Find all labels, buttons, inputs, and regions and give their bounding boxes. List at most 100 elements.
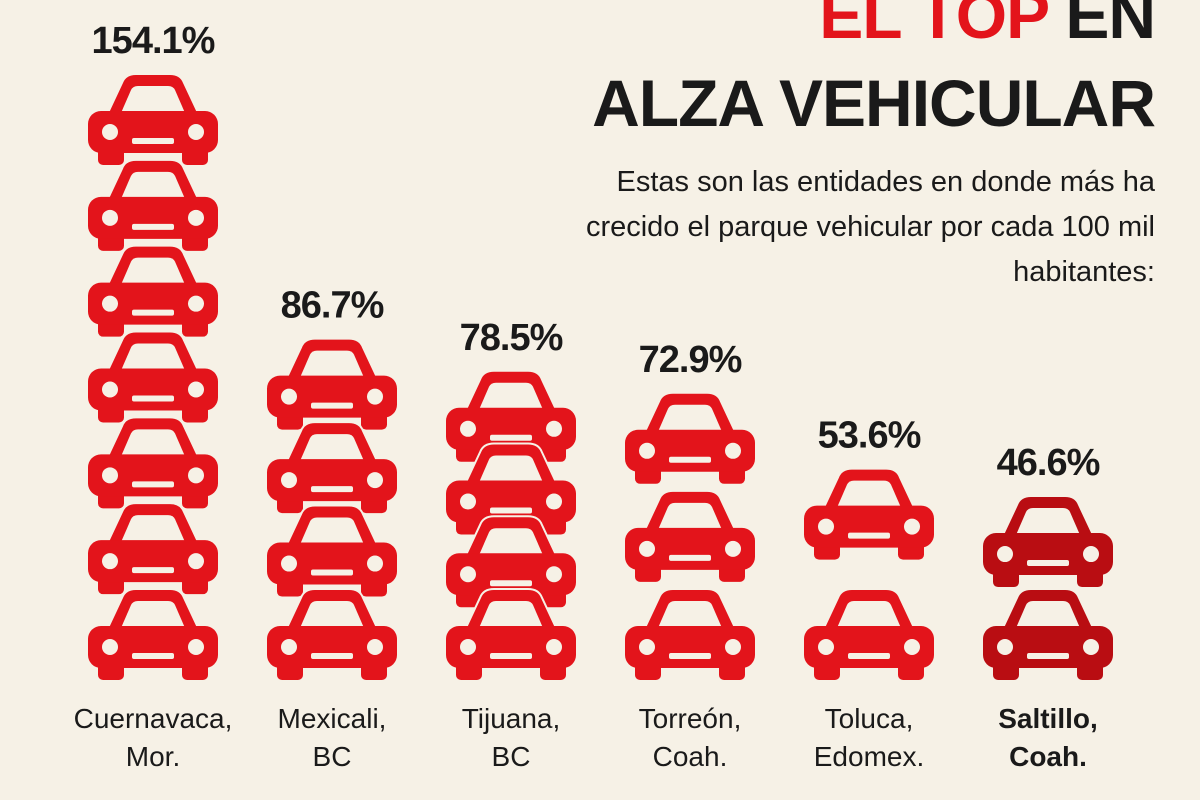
car-body	[625, 626, 755, 668]
car-body	[88, 282, 218, 325]
car-body	[88, 111, 218, 153]
windshield	[658, 502, 722, 530]
headlight	[102, 553, 118, 570]
car-column	[86, 73, 220, 680]
windshield	[121, 429, 185, 457]
windshield	[1016, 601, 1080, 628]
headlight	[188, 124, 204, 140]
title-part: EN	[1065, 0, 1156, 52]
title-line: ALZA VEHICULAR	[592, 66, 1156, 140]
windshield	[479, 601, 543, 628]
grille	[1027, 560, 1069, 567]
category-label: Cuernavaca, Mor.	[73, 703, 233, 772]
category-label: Toluca, Edomex.	[813, 703, 925, 772]
car-body	[267, 542, 397, 585]
headlight	[546, 639, 562, 655]
windshield	[121, 343, 185, 371]
grille	[490, 653, 532, 659]
headlight	[997, 639, 1013, 655]
car-body	[804, 505, 934, 548]
windshield	[121, 86, 185, 113]
value-label: 154.1%	[92, 20, 215, 62]
car-icon	[981, 588, 1115, 680]
windshield	[837, 601, 901, 628]
headlight	[367, 388, 383, 405]
grille	[132, 567, 174, 574]
car-body	[446, 553, 576, 596]
car-body	[446, 407, 576, 450]
car-icon	[444, 442, 578, 535]
headlight	[281, 472, 297, 489]
grille	[490, 434, 532, 441]
headlight	[281, 555, 297, 572]
car-icon	[86, 158, 220, 251]
car-body	[267, 459, 397, 502]
grille	[490, 507, 532, 514]
car-icon	[86, 73, 220, 165]
headlight	[367, 555, 383, 572]
car-icon	[444, 515, 578, 608]
headlight	[460, 420, 476, 437]
headlight	[188, 209, 204, 226]
category-label: Torreón, Coah.	[638, 703, 742, 772]
headlight	[102, 639, 118, 655]
headlight	[1083, 639, 1099, 655]
car-body	[983, 533, 1113, 576]
car-icon	[623, 588, 757, 680]
headlight	[997, 546, 1013, 563]
car-body	[88, 454, 218, 497]
car-column	[623, 391, 757, 680]
grille	[132, 395, 174, 402]
grille	[669, 456, 711, 463]
headlight	[546, 420, 562, 437]
headlight	[725, 540, 741, 557]
car-icon	[623, 391, 757, 484]
headlight	[102, 209, 118, 226]
value-label: 86.7%	[281, 285, 384, 327]
windshield	[658, 601, 722, 628]
headlight	[639, 442, 655, 459]
headlight	[904, 639, 920, 655]
car-column	[981, 495, 1115, 680]
car-icon	[86, 502, 220, 595]
grille	[132, 138, 174, 144]
grille	[669, 554, 711, 561]
windshield	[658, 404, 722, 432]
car-icon	[444, 588, 578, 680]
headlight	[188, 295, 204, 312]
headlight	[102, 381, 118, 398]
headlight	[546, 493, 562, 510]
headlight	[188, 381, 204, 398]
headlight	[102, 295, 118, 312]
headlight	[281, 388, 297, 405]
car-body	[88, 540, 218, 583]
headlight	[460, 566, 476, 583]
title-line: EL TOP EN	[819, 0, 1156, 48]
value-label: 46.6%	[997, 442, 1100, 484]
headlight	[1083, 546, 1099, 563]
category-label: Tijuana, BC	[461, 703, 561, 772]
car-body	[625, 429, 755, 472]
car-body	[625, 527, 755, 570]
car-body	[983, 626, 1113, 668]
headlight	[725, 442, 741, 459]
windshield	[1016, 508, 1080, 536]
grille	[311, 402, 353, 409]
grille	[132, 653, 174, 659]
headlight	[367, 472, 383, 489]
car-icon	[86, 416, 220, 509]
car-icon	[981, 495, 1115, 588]
value-label: 72.9%	[639, 339, 742, 381]
headlight	[818, 639, 834, 655]
grille	[848, 653, 890, 659]
value-label: 53.6%	[818, 415, 921, 457]
subtitle: Estas son las entidades en donde más ha …	[585, 166, 1155, 288]
car-body	[267, 626, 397, 668]
car-icon	[86, 244, 220, 337]
windshield	[837, 480, 901, 508]
car-icon	[265, 504, 399, 597]
headlight	[904, 518, 920, 535]
headlight	[639, 540, 655, 557]
